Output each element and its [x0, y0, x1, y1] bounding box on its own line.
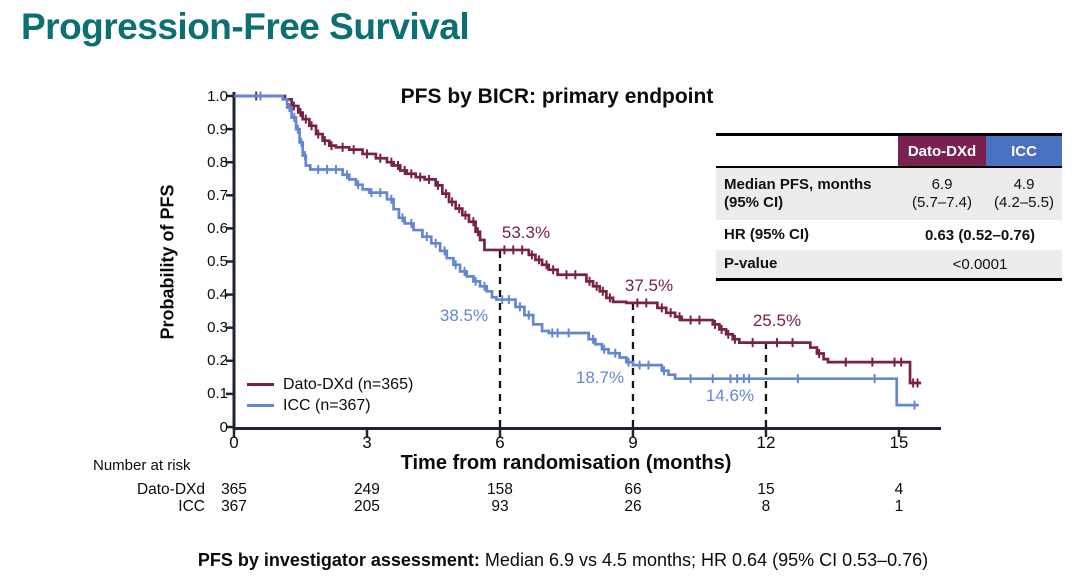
hazard-ratio-row: HR (95% CI) 0.63 (0.52–0.76)	[716, 220, 1062, 250]
median-pfs-icc-value: 4.9 (4.2–5.5)	[986, 176, 1062, 212]
milestone-percentage-label: 18.7%	[575, 368, 625, 388]
y-tick-label: 0.8	[207, 153, 228, 171]
page-title: Progression-Free Survival	[21, 6, 470, 47]
x-tick-label: 9	[628, 433, 638, 452]
median-pfs-dato-value: 6.9 (5.7–7.4)	[898, 176, 986, 212]
results-table-header-row: Dato-DXd ICC	[716, 136, 1062, 168]
risk-count: 1	[894, 498, 904, 515]
km-curve-dato-dxd	[234, 94, 922, 385]
results-table-blank-header	[716, 136, 898, 166]
p-value-value: <0.0001	[952, 255, 1008, 273]
milestone-percentage-label: 37.5%	[624, 275, 674, 295]
median-pfs-dato-line2: (5.7–7.4)	[911, 194, 973, 211]
y-tick-label: 0.4	[207, 286, 228, 304]
results-table-header-icc: ICC	[986, 136, 1062, 166]
y-tick-label: 0	[219, 418, 228, 436]
y-tick-label: 0.6	[207, 219, 228, 237]
median-pfs-dato-line1: 6.9	[931, 176, 953, 193]
x-tick-label: 3	[362, 433, 372, 452]
legend-item-dato-dxd: Dato-DXd (n=365)	[247, 374, 413, 395]
results-table: Dato-DXd ICC Median PFS, months (95% CI)…	[716, 133, 1062, 281]
results-table-header-dato: Dato-DXd	[898, 136, 986, 166]
y-tick-label: 0.7	[207, 186, 228, 204]
risk-count: 205	[354, 498, 380, 515]
risk-row-label: Dato-DXd	[136, 480, 205, 498]
median-pfs-icc-line2: (4.2–5.5)	[993, 194, 1055, 211]
risk-count: 249	[354, 480, 380, 498]
risk-count: 93	[491, 498, 509, 515]
y-axis-title: Probability of PFS	[157, 184, 178, 340]
risk-count: 66	[624, 480, 642, 498]
footnote-regular-part: Median 6.9 vs 4.5 months; HR 0.64 (95% C…	[479, 550, 929, 570]
p-value-label: P-value	[724, 255, 778, 272]
y-tick-label: 0.5	[207, 253, 228, 270]
footnote: PFS by investigator assessment: Median 6…	[198, 550, 928, 571]
median-pfs-row: Median PFS, months (95% CI) 6.9 (5.7–7.4…	[716, 168, 1062, 220]
x-tick-label: 12	[756, 433, 776, 452]
risk-count: 15	[757, 480, 775, 498]
milestone-percentage-label: 25.5%	[752, 310, 802, 330]
milestone-percentage-label: 38.5%	[439, 305, 489, 325]
risk-count: 367	[221, 498, 247, 515]
legend-line-swatch	[247, 383, 274, 386]
km-curve-icc	[234, 94, 919, 407]
hazard-ratio-value: 0.63 (0.52–0.76)	[924, 226, 1036, 244]
y-tick-label: 0.3	[207, 319, 228, 337]
legend-item-label: Dato-DXd (n=365)	[283, 375, 414, 393]
milestone-percentage-label: 14.6%	[705, 385, 755, 405]
number-at-risk-label: Number at risk	[93, 457, 191, 474]
median-pfs-label-line1: Median PFS, months	[724, 176, 872, 193]
risk-count: 26	[624, 498, 642, 515]
x-tick-label: 6	[495, 433, 505, 452]
x-tick-label: 15	[889, 433, 909, 452]
risk-count: 8	[761, 498, 771, 515]
legend-item-icc: ICC (n=367)	[247, 395, 413, 416]
x-axis-title: Time from randomisation (months)	[400, 452, 732, 474]
median-pfs-label-line2: (95% CI)	[724, 194, 784, 211]
footnote-bold-part: PFS by investigator assessment:	[197, 550, 480, 570]
y-tick-label: 1.0	[207, 87, 228, 105]
x-tick-label: 0	[229, 433, 239, 452]
p-value-row: P-value <0.0001	[716, 250, 1062, 278]
legend: Dato-DXd (n=365) ICC (n=367)	[247, 374, 413, 416]
risk-count: 4	[894, 480, 904, 498]
hazard-ratio-label: HR (95% CI)	[724, 226, 810, 243]
risk-count: 365	[221, 480, 247, 498]
y-tick-label: 0.2	[207, 352, 228, 370]
legend-item-label: ICC (n=367)	[283, 396, 371, 414]
legend-line-swatch	[247, 404, 274, 407]
risk-count: 158	[487, 480, 513, 498]
milestone-percentage-label: 53.3%	[501, 222, 551, 242]
y-tick-label: 0.9	[207, 120, 228, 138]
median-pfs-label: Median PFS, months (95% CI)	[716, 176, 898, 212]
median-pfs-icc-line1: 4.9	[1013, 176, 1035, 193]
y-tick-label: 0.1	[207, 385, 228, 403]
chart-title: PFS by BICR: primary endpoint	[400, 85, 714, 108]
risk-row-label: ICC	[178, 498, 205, 515]
